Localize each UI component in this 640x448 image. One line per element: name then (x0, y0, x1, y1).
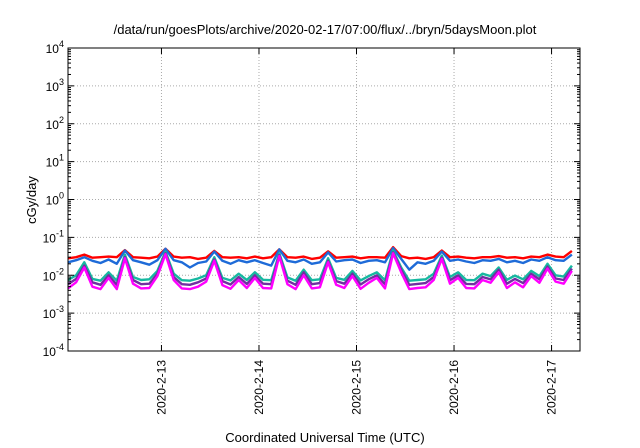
x-tick-label: 2020-2-13 (154, 360, 168, 415)
y-tick-label: 103 (46, 77, 64, 94)
x-axis: 2020-2-13 2020-2-14 2020-2-15 2020-2-16 2020… (154, 48, 559, 415)
x-tick-label: 2020-2-15 (350, 360, 364, 415)
x-tick-label: 2020-2-16 (447, 360, 461, 415)
y-tick-label: 10-1 (43, 228, 64, 245)
series-line-1 (67, 245, 573, 261)
series-line-5 (67, 252, 573, 291)
y-tick-label: 100 (46, 191, 64, 208)
x-tick-label: 2020-2-14 (252, 360, 266, 415)
y-tick-label: 10-4 (43, 342, 64, 359)
y-tick-label: 104 (46, 39, 64, 56)
y-axis: 10-4 10-3 10-2 10-1 100 101 102 103 104 (43, 39, 580, 359)
plot-area (67, 245, 573, 291)
y-tick-label: 102 (46, 115, 64, 132)
y-axis-label: cGy/day (24, 176, 39, 224)
series-line-4 (67, 251, 573, 286)
y-tick-label: 101 (46, 153, 64, 170)
y-tick-label: 10-3 (43, 304, 64, 321)
grid (68, 48, 580, 351)
y-tick-label: 10-2 (43, 266, 64, 283)
x-tick-label: 2020-2-17 (545, 360, 559, 415)
chart-title: /data/run/goesPlots/archive/2020-02-17/0… (114, 22, 537, 37)
series-line-3 (67, 249, 573, 282)
series-line-2 (67, 246, 573, 271)
x-axis-label: Coordinated Universal Time (UTC) (225, 430, 424, 445)
